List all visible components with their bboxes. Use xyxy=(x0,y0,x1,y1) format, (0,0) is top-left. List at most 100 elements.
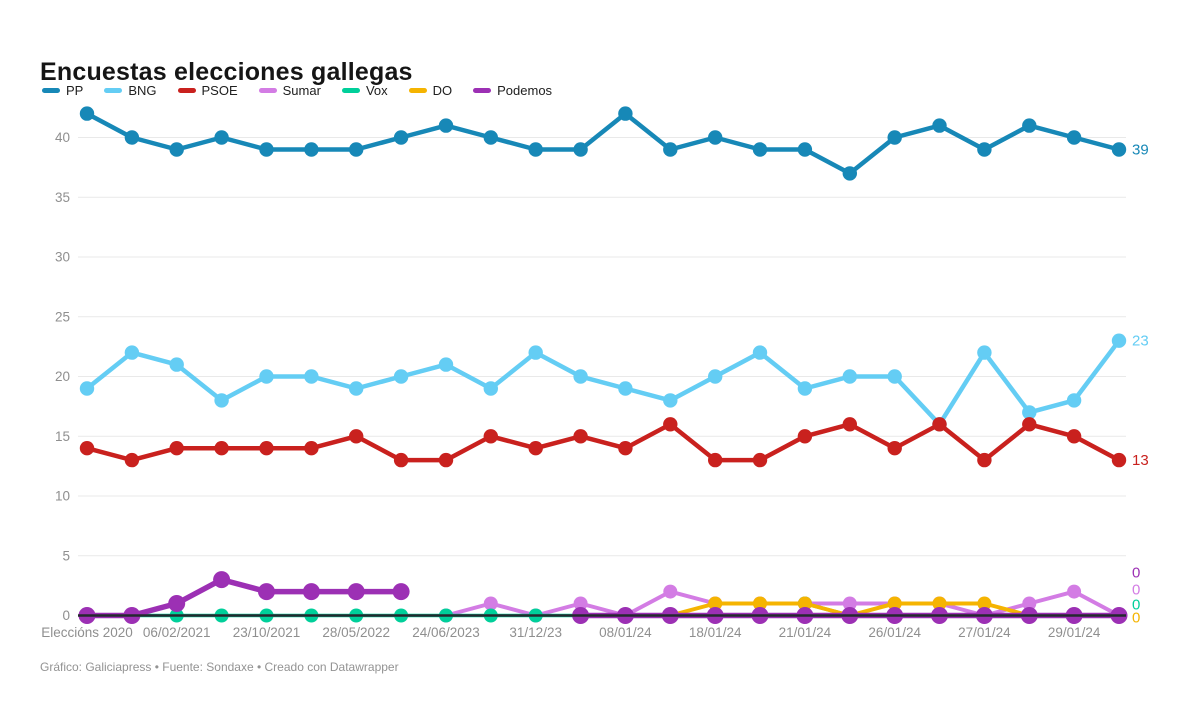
data-point xyxy=(349,381,364,396)
data-point xyxy=(79,441,95,456)
data-point xyxy=(392,583,410,601)
data-point xyxy=(259,441,274,456)
data-point xyxy=(1067,584,1082,599)
data-point xyxy=(663,584,678,599)
data-point xyxy=(708,130,723,145)
legend-item-pp: PP xyxy=(42,83,83,98)
data-point xyxy=(79,381,95,396)
legend-item-podemos: Podemos xyxy=(473,83,552,98)
data-point xyxy=(887,441,902,456)
data-point xyxy=(663,417,678,432)
data-point xyxy=(573,596,588,611)
data-point xyxy=(349,142,364,157)
data-point xyxy=(483,596,498,611)
legend-item-sumar: Sumar xyxy=(258,83,321,98)
legend-label: DO xyxy=(432,83,453,98)
data-point xyxy=(618,106,633,121)
data-point xyxy=(213,571,231,589)
data-point xyxy=(259,142,274,157)
x-tick-label: 24/06/2023 xyxy=(412,625,480,640)
legend-marker-podemos xyxy=(473,88,492,93)
gridlines xyxy=(78,137,1126,557)
x-tick-label: 18/01/24 xyxy=(689,625,742,640)
legend-item-vox: Vox xyxy=(341,83,388,98)
data-point xyxy=(752,452,768,468)
data-point xyxy=(79,106,95,121)
end-label-bng: 23 xyxy=(1132,333,1149,350)
data-point xyxy=(797,142,813,157)
data-point xyxy=(842,596,857,611)
data-point xyxy=(708,596,723,611)
legend-marker-psoe xyxy=(177,88,196,93)
end-label-podemos: 0 xyxy=(1132,565,1140,582)
x-tick-label: 23/10/2021 xyxy=(233,625,301,640)
data-point xyxy=(887,596,902,611)
legend-label: BNG xyxy=(128,83,157,98)
data-point xyxy=(1022,417,1037,432)
data-point xyxy=(618,441,633,456)
data-point xyxy=(393,452,409,468)
data-point xyxy=(124,345,140,360)
data-point xyxy=(753,596,767,611)
data-point xyxy=(842,369,857,384)
data-point xyxy=(797,429,813,444)
data-point xyxy=(258,583,275,601)
series-psoe xyxy=(79,417,1127,468)
legend: PP BNG PSOE Sumar Vox DO Podemos xyxy=(42,83,552,98)
data-point xyxy=(1066,130,1082,145)
data-point xyxy=(214,441,229,456)
y-tick-label: 25 xyxy=(55,309,70,324)
data-point xyxy=(887,369,902,384)
data-point xyxy=(124,130,140,145)
x-tick-label: 08/01/24 xyxy=(599,625,652,640)
data-point xyxy=(1111,142,1127,157)
end-label-pp: 39 xyxy=(1132,141,1149,158)
series-do xyxy=(618,596,1126,623)
data-point xyxy=(977,452,992,468)
data-point xyxy=(1066,429,1082,444)
data-point xyxy=(438,118,454,133)
data-point xyxy=(169,357,184,372)
data-point xyxy=(708,369,723,384)
data-point xyxy=(977,345,992,360)
series-line xyxy=(84,111,1122,176)
data-point xyxy=(528,441,543,456)
data-point xyxy=(528,142,543,157)
x-tick-label: 29/01/24 xyxy=(1048,625,1101,640)
legend-item-psoe: PSOE xyxy=(177,83,238,98)
x-tick-label: Eleccións 2020 xyxy=(41,625,133,640)
end-label-sumar: 0 xyxy=(1132,582,1140,599)
legend-label: PP xyxy=(66,83,84,98)
data-point xyxy=(169,142,184,157)
data-point xyxy=(573,142,588,157)
y-tick-label: 0 xyxy=(62,608,70,623)
data-point xyxy=(304,142,319,157)
legend-marker-bng xyxy=(104,88,123,93)
x-tick-label: 31/12/23 xyxy=(509,625,562,640)
data-point xyxy=(438,357,454,372)
data-point xyxy=(1022,118,1037,133)
data-point xyxy=(887,130,902,145)
data-point xyxy=(169,441,184,456)
legend-marker-pp xyxy=(42,88,60,93)
data-point xyxy=(259,369,274,384)
data-point xyxy=(483,130,498,145)
legend-label: Vox xyxy=(365,83,388,98)
data-point xyxy=(708,452,723,468)
footer-credit: Gráfico: Galiciapress • Fuente: Sondaxe … xyxy=(40,660,399,674)
legend-marker-sumar xyxy=(258,88,277,93)
series-bng xyxy=(79,333,1127,432)
data-point xyxy=(842,166,857,181)
legend-label: Sumar xyxy=(282,83,321,98)
y-tick-label: 15 xyxy=(55,429,70,444)
data-point xyxy=(1111,333,1127,348)
x-axis-tick-labels: Eleccións 2020 06/02/2021 23/10/2021 28/05/… xyxy=(41,625,1101,640)
series-line xyxy=(84,338,1122,427)
series-line xyxy=(84,422,1122,463)
data-point xyxy=(842,417,857,432)
data-point xyxy=(1022,596,1037,611)
data-point xyxy=(214,393,229,408)
legend-item-do: DO xyxy=(408,83,453,98)
data-point xyxy=(124,452,140,468)
